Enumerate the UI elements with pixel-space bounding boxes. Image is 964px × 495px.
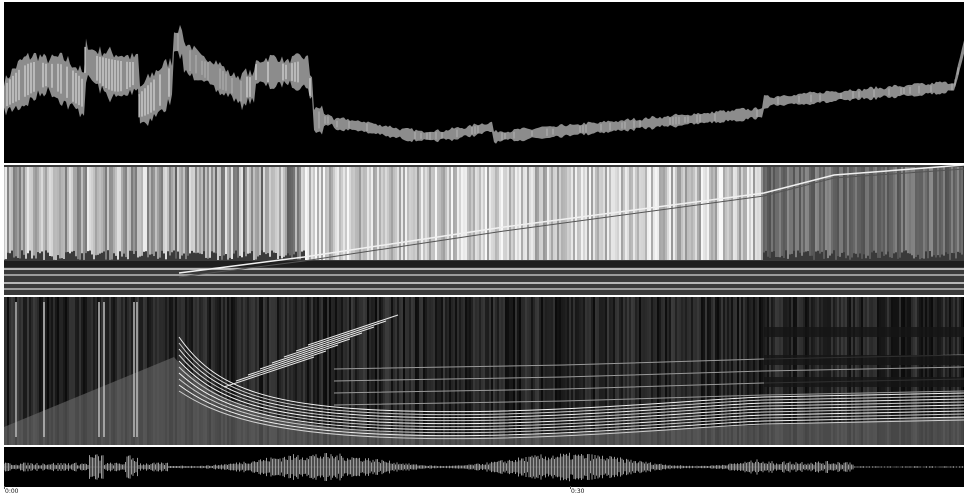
spectrogram-plot: [4, 297, 964, 445]
spec-low-band: [4, 357, 964, 445]
timeline-ruler[interactable]: [4, 487, 964, 495]
spec-harmonic: [178, 360, 964, 425]
spec-glide: [259, 338, 351, 370]
tick-mark: [4, 486, 5, 489]
spec-glide: [295, 320, 387, 352]
spectrogram-texture: [4, 297, 964, 445]
spec-harmonic: [178, 384, 964, 437]
spec-glide: [283, 326, 375, 358]
waveform-panel[interactable]: [4, 447, 964, 487]
spec-partial: [333, 366, 964, 382]
envelope-panel[interactable]: [4, 2, 964, 163]
chroma-panel[interactable]: [4, 165, 964, 295]
spec-partial: [333, 390, 964, 406]
spec-glide: [271, 332, 363, 364]
spec-glide: [223, 356, 315, 388]
envelope-plot: [4, 24, 964, 144]
envelope-band-fill: [4, 24, 964, 144]
tick-mark: [570, 486, 571, 489]
chroma-diagonal-shadow: [178, 168, 964, 278]
waveform-trace: [4, 452, 964, 482]
spec-glide: [307, 314, 399, 346]
spec-harmonic: [178, 336, 964, 413]
spec-dark-band: [764, 377, 964, 387]
timeline-label-30s: 0:30: [571, 488, 585, 495]
chroma-diagonal: [178, 165, 964, 274]
envelope-band: [4, 24, 964, 144]
timeline-label-start: 0:00: [5, 488, 19, 495]
spec-harmonic: [178, 342, 964, 416]
chroma-dark-band: [4, 261, 964, 267]
spec-harmonic: [178, 372, 964, 431]
waveform-plot: [4, 452, 964, 482]
spectrogram-panel[interactable]: [4, 297, 964, 445]
spec-glide: [247, 344, 339, 376]
spec-harmonic: [178, 366, 964, 428]
spec-harmonic: [178, 354, 964, 422]
spec-dark-band: [764, 355, 964, 365]
chroma-texture: [4, 165, 964, 295]
spec-harmonic: [178, 390, 964, 440]
spec-dark-band: [764, 327, 964, 337]
spec-glide: [235, 350, 327, 382]
spec-harmonic: [178, 378, 964, 434]
chroma-plot: [4, 165, 964, 295]
